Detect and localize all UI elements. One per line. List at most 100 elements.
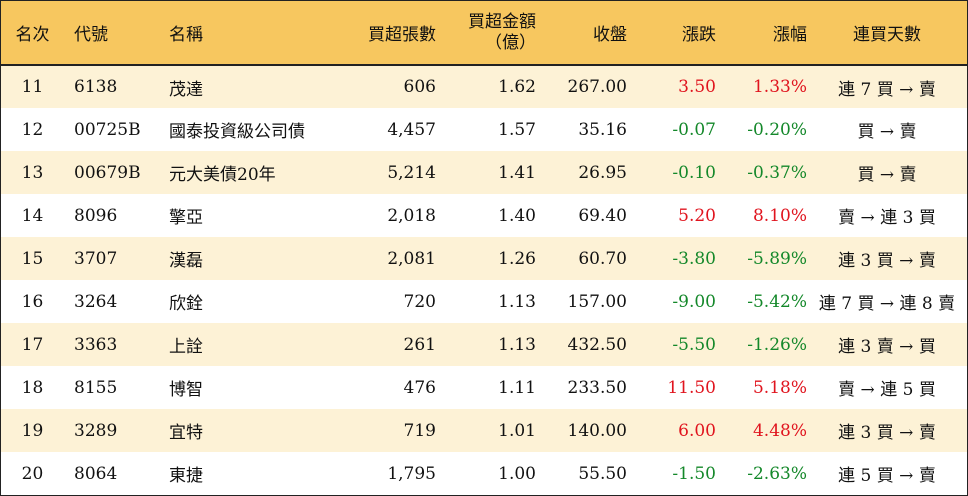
change-pct-cell: 8.10% <box>752 205 807 226</box>
close-cell: 157.00 <box>567 291 627 312</box>
change-pct-cell: -0.20% <box>747 119 807 140</box>
change-cell: 6.00 <box>678 420 716 441</box>
consecutive-days-cell: 連 7 買 → 賣 <box>838 79 936 100</box>
change-pct-cell: 5.18% <box>752 377 807 398</box>
table-row: 18 8155 博智 476 1.11 233.50 11.50 5.18% 賣 → 連 5 買 <box>1 366 967 409</box>
table-row: 20 8064 東捷 1,795 1.00 55.50 -1.50 -2.63% 連 5 買 →… <box>1 452 967 495</box>
rank-cell: 13 <box>21 162 44 183</box>
header-code: 代號 <box>64 1 159 66</box>
table-header: 名次 代號 名稱 買超張數 買超金額 （億） 收盤 漲跌 漲幅 連買天數 <box>1 1 967 66</box>
change-pct-cell: 1.33% <box>752 77 807 97</box>
code-cell: 6138 <box>74 77 118 97</box>
consecutive-days-cell: 買 → 賣 <box>857 122 917 142</box>
close-cell: 35.16 <box>578 119 627 140</box>
close-cell: 267.00 <box>567 77 627 97</box>
net-buy-volume-cell: 476 <box>403 377 436 398</box>
rank-cell: 20 <box>21 463 44 484</box>
change-cell: -9.00 <box>672 291 716 312</box>
header-change: 漲跌 <box>627 1 716 66</box>
code-cell: 8155 <box>74 377 118 398</box>
net-buy-volume-cell: 261 <box>403 334 436 355</box>
net-buy-volume-cell: 5,214 <box>387 162 436 183</box>
net-buy-amount-cell: 1.62 <box>498 77 536 97</box>
code-cell: 3707 <box>74 248 118 269</box>
consecutive-days-cell: 連 3 買 → 賣 <box>838 251 936 271</box>
change-pct-cell: -5.42% <box>747 291 807 312</box>
rank-cell: 18 <box>21 377 44 398</box>
name-cell: 欣銓 <box>169 294 203 314</box>
code-cell: 3363 <box>74 334 118 355</box>
net-buy-amount-cell: 1.11 <box>498 377 536 398</box>
close-cell: 26.95 <box>578 162 627 183</box>
rank-cell: 12 <box>21 119 44 140</box>
name-cell: 博智 <box>169 380 203 400</box>
name-cell: 國泰投資級公司債 <box>169 122 305 142</box>
header-net-buy-amount-line1: 買超金額 <box>468 11 536 32</box>
consecutive-days-cell: 賣 → 連 3 買 <box>838 208 936 228</box>
code-cell: 3264 <box>74 291 118 312</box>
consecutive-days-cell: 連 5 買 → 賣 <box>838 466 936 486</box>
code-cell: 00725B <box>74 119 141 140</box>
name-cell: 漢磊 <box>169 251 203 271</box>
net-buy-amount-cell: 1.41 <box>498 162 536 183</box>
header-net-buy-amount-line2: （億） <box>485 32 536 53</box>
name-cell: 東捷 <box>169 466 203 486</box>
change-cell: 3.50 <box>678 77 716 97</box>
name-cell: 元大美債20年 <box>169 165 276 185</box>
change-cell: -1.50 <box>672 463 716 484</box>
net-buy-amount-cell: 1.13 <box>498 334 536 355</box>
change-pct-cell: -5.89% <box>747 248 807 269</box>
close-cell: 140.00 <box>567 420 627 441</box>
table-row: 11 6138 茂達 606 1.62 267.00 3.50 1.33% 連 7 買 → 賣 <box>1 65 967 108</box>
code-cell: 8064 <box>74 463 118 484</box>
net-buy-volume-cell: 720 <box>403 291 436 312</box>
table-row: 16 3264 欣銓 720 1.13 157.00 -9.00 -5.42% 連 7 買 → … <box>1 280 967 323</box>
change-cell: -5.50 <box>672 334 716 355</box>
table-row: 19 3289 宜特 719 1.01 140.00 6.00 4.48% 連 3 買 → 賣 <box>1 409 967 452</box>
name-cell: 宜特 <box>169 423 203 443</box>
net-buy-volume-cell: 719 <box>403 420 436 441</box>
code-cell: 00679B <box>74 162 141 183</box>
name-cell: 茂達 <box>169 79 203 100</box>
change-cell: 11.50 <box>667 377 716 398</box>
table-row: 12 00725B 國泰投資級公司債 4,457 1.57 35.16 -0.07 -0.20… <box>1 108 967 151</box>
net-buy-volume-cell: 1,795 <box>387 463 436 484</box>
consecutive-days-cell: 連 3 賣 → 買 <box>838 337 936 357</box>
change-cell: -0.07 <box>672 119 716 140</box>
table-row: 15 3707 漢磊 2,081 1.26 60.70 -3.80 -5.89% 連 3 買 →… <box>1 237 967 280</box>
net-buy-amount-cell: 1.26 <box>498 248 536 269</box>
header-consecutive-days: 連買天數 <box>807 1 967 66</box>
header-net-buy-amount: 買超金額 （億） <box>436 1 536 66</box>
change-cell: 5.20 <box>678 205 716 226</box>
close-cell: 432.50 <box>567 334 627 355</box>
change-pct-cell: 4.48% <box>752 420 807 441</box>
table-row: 17 3363 上詮 261 1.13 432.50 -5.50 -1.26% 連 3 賣 → … <box>1 323 967 366</box>
consecutive-days-cell: 賣 → 連 5 買 <box>838 380 936 400</box>
rank-cell: 17 <box>21 334 44 355</box>
close-cell: 55.50 <box>578 463 627 484</box>
change-pct-cell: -0.37% <box>747 162 807 183</box>
table-row: 14 8096 擎亞 2,018 1.40 69.40 5.20 8.10% 賣 → 連 3 買 <box>1 194 967 237</box>
net-buy-amount-cell: 1.57 <box>498 119 536 140</box>
net-buy-amount-cell: 1.13 <box>498 291 536 312</box>
name-cell: 擎亞 <box>169 208 203 228</box>
rank-cell: 15 <box>21 248 44 269</box>
close-cell: 60.70 <box>578 248 627 269</box>
net-buy-amount-cell: 1.40 <box>498 205 536 226</box>
change-pct-cell: -2.63% <box>747 463 807 484</box>
change-cell: -0.10 <box>672 162 716 183</box>
name-cell: 上詮 <box>169 337 203 357</box>
code-cell: 3289 <box>74 420 118 441</box>
code-cell: 8096 <box>74 205 118 226</box>
consecutive-days-cell: 買 → 賣 <box>857 165 917 185</box>
net-buy-amount-cell: 1.01 <box>498 420 536 441</box>
rank-cell: 11 <box>21 77 44 97</box>
net-buy-volume-cell: 606 <box>403 77 436 97</box>
rank-cell: 19 <box>21 420 44 441</box>
change-pct-cell: -1.26% <box>747 334 807 355</box>
rank-cell: 16 <box>21 291 44 312</box>
consecutive-days-cell: 連 7 買 → 連 8 賣 <box>818 294 956 314</box>
